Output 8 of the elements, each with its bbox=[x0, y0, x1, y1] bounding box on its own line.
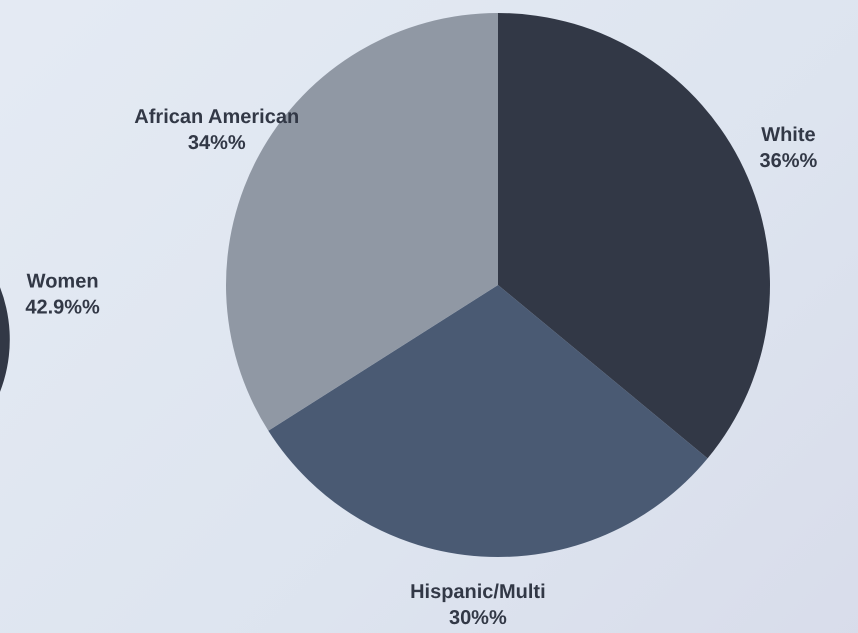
slice-label: White bbox=[761, 124, 816, 146]
slice-label: African American bbox=[134, 106, 300, 128]
data-label: 42.9%% bbox=[25, 296, 100, 318]
data-label: 34%% bbox=[188, 132, 246, 154]
data-label: 30%% bbox=[448, 606, 507, 629]
data-label: 36%% bbox=[760, 150, 818, 172]
slice-label: Women bbox=[26, 270, 99, 292]
slice-label: Hispanic/Multi bbox=[410, 580, 546, 603]
